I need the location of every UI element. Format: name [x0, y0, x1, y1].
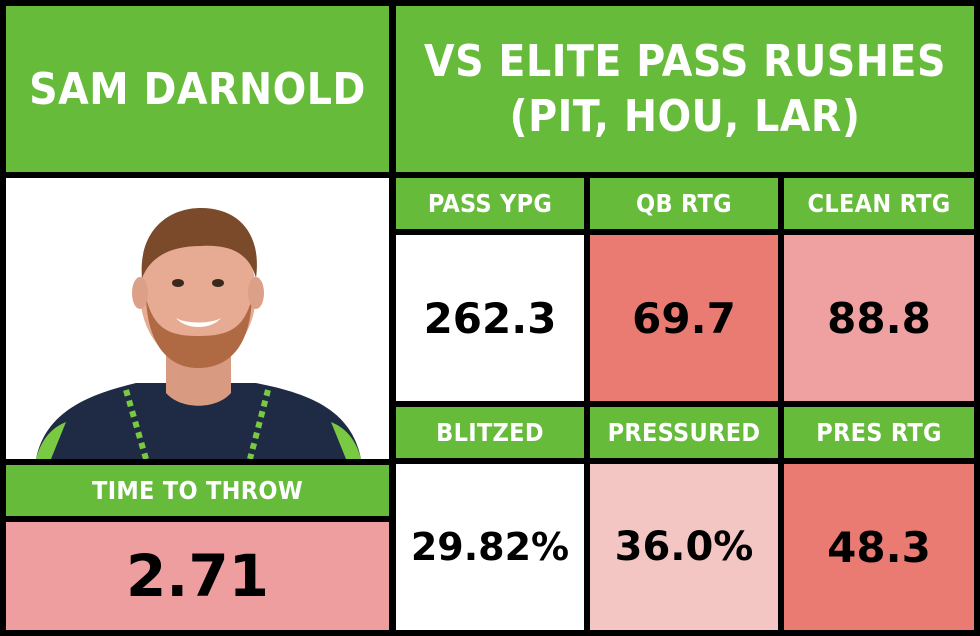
stat-header-pres-rtg: PRES RTG — [784, 407, 974, 458]
stat-value-clean-rtg: 88.8 — [784, 235, 974, 401]
context-line-1: VS ELITE PASS RUSHES — [424, 36, 946, 87]
stat-value-qb-rtg-text: 69.7 — [632, 293, 736, 343]
stat-value-pressured-text: 36.0% — [614, 524, 754, 570]
stat-label-qb-rtg: QB RTG — [636, 189, 732, 218]
stat-label-blitzed: BLITZED — [436, 418, 544, 447]
context-header: VS ELITE PASS RUSHES (PIT, HOU, LAR) — [396, 6, 974, 172]
player-name-header: SAM DARNOLD — [6, 6, 389, 172]
stat-value-pass-ypg-text: 262.3 — [423, 293, 557, 343]
stat-value-blitzed: 29.82% — [396, 464, 584, 630]
time-to-throw-value-text: 2.71 — [125, 542, 270, 610]
stat-value-pass-ypg: 262.3 — [396, 235, 584, 401]
stat-header-qb-rtg: QB RTG — [590, 178, 778, 229]
player-headshot-icon — [36, 208, 361, 459]
player-photo — [6, 178, 389, 459]
stat-value-pres-rtg: 48.3 — [784, 464, 974, 630]
stat-value-pres-rtg-text: 48.3 — [827, 522, 931, 572]
stat-value-clean-rtg-text: 88.8 — [827, 293, 931, 343]
stat-label-pressured: PRESSURED — [607, 418, 761, 447]
stat-header-clean-rtg: CLEAN RTG — [784, 178, 974, 229]
context-line-2: (PIT, HOU, LAR) — [509, 91, 861, 142]
time-to-throw-label-text: TIME TO THROW — [92, 476, 303, 505]
stat-value-blitzed-text: 29.82% — [410, 525, 570, 569]
stat-header-pressured: PRESSURED — [590, 407, 778, 458]
stat-header-pass-ypg: PASS YPG — [396, 178, 584, 229]
stat-header-blitzed: BLITZED — [396, 407, 584, 458]
time-to-throw-label: TIME TO THROW — [6, 465, 389, 516]
stat-label-pres-rtg: PRES RTG — [816, 418, 942, 447]
stat-label-pass-ypg: PASS YPG — [427, 189, 553, 218]
player-name: SAM DARNOLD — [29, 63, 366, 115]
stat-label-clean-rtg: CLEAN RTG — [807, 189, 951, 218]
stat-value-pressured: 36.0% — [590, 464, 778, 630]
stat-value-qb-rtg: 69.7 — [590, 235, 778, 401]
time-to-throw-value: 2.71 — [6, 522, 389, 630]
